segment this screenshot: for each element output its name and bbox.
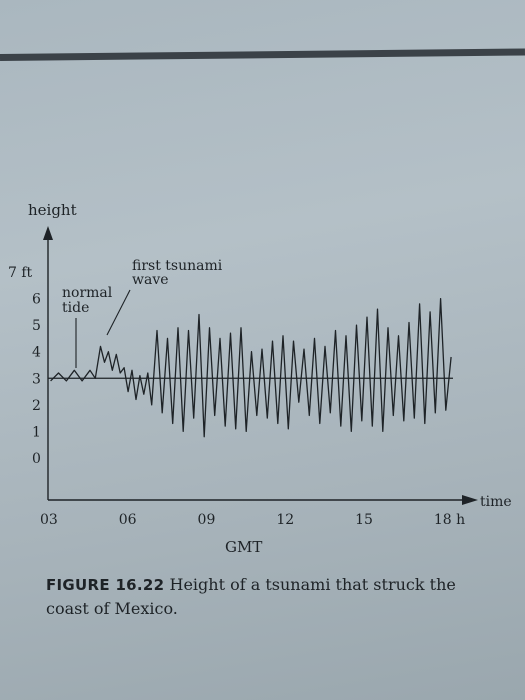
x-axis-end-label: time	[480, 494, 512, 510]
y-tick-label: 3	[32, 371, 41, 387]
y-tick-label: 6	[32, 292, 41, 308]
y-tick-labels: 0 1 2 3 4 5 6 7 ft	[8, 265, 41, 467]
x-tick-label: 15	[355, 512, 373, 528]
y-tick-label: 4	[32, 345, 41, 361]
x-tick-label: 18 h	[434, 512, 465, 528]
y-axis-arrow	[43, 226, 53, 240]
y-axis-label: height	[28, 201, 77, 219]
figure-label: FIGURE 16.22	[46, 576, 165, 594]
figure-caption: FIGURE 16.22 Height of a tsunami that st…	[46, 573, 486, 621]
x-axis-arrow	[462, 495, 478, 505]
annotation-normal-tide-line2: tide	[62, 300, 89, 316]
x-tick-label: 12	[276, 512, 294, 528]
x-axis-label: GMT	[225, 538, 262, 556]
x-tick-label: 03	[40, 512, 58, 528]
y-tick-label: 5	[32, 318, 41, 334]
annotation-first-wave-pointer	[106, 289, 131, 336]
y-tick-label: 1	[32, 424, 41, 440]
y-tick-label: 0	[32, 451, 41, 467]
y-tick-label: 2	[32, 398, 41, 414]
x-tick-labels: 03 06 09 12 15 18 h	[40, 512, 465, 528]
annotation-normal-tide-line1: normal	[62, 285, 113, 301]
figure-caption-text: Height of a tsunami that struck the coas…	[46, 575, 456, 618]
annotation-first-wave-line1: first tsunami	[132, 258, 223, 274]
x-tick-label: 06	[119, 512, 137, 528]
y-tick-label: 7 ft	[8, 265, 33, 281]
x-tick-label: 09	[198, 512, 216, 528]
series-line	[50, 297, 452, 438]
annotation-first-wave-line2: wave	[132, 272, 169, 288]
